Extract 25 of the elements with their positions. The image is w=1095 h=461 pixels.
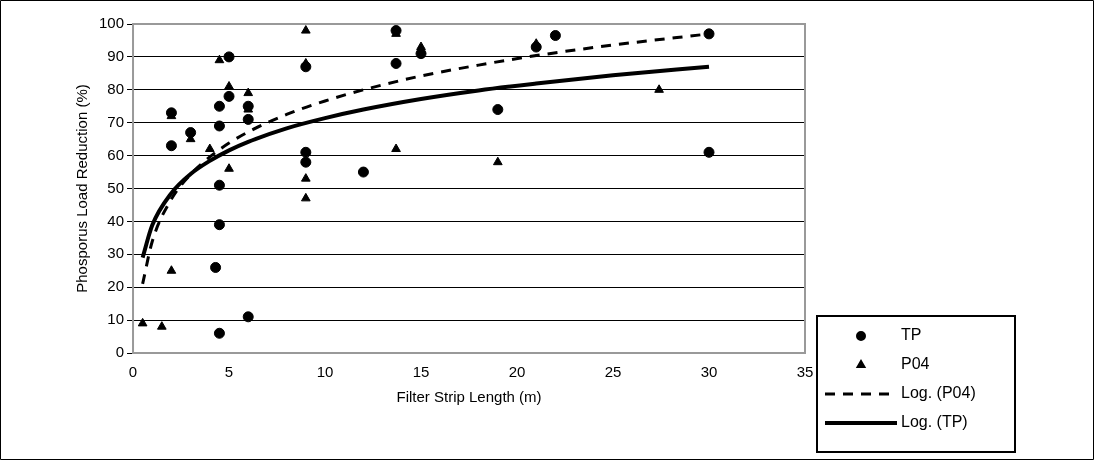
y-tick-label: 50	[107, 178, 125, 196]
y-tick-label: 10	[107, 310, 125, 328]
y-tick-label: 30	[107, 244, 125, 262]
y-tick-label: 80	[107, 79, 125, 97]
legend-label: Log. (TP)	[901, 413, 968, 431]
y-tick-label: 100	[99, 14, 125, 32]
y-axis-title: Phosporus Load Reduction (%)	[73, 84, 91, 293]
x-tick-label: 10	[316, 363, 334, 381]
x-tick-label: 15	[412, 363, 430, 381]
y-tick-label: 60	[107, 145, 125, 163]
x-tick-label: 0	[128, 363, 138, 381]
x-tick-label: 35	[796, 363, 814, 381]
legend-label: P04	[901, 355, 930, 373]
x-axis-title: Filter Strip Length (m)	[396, 388, 542, 406]
legend-label: TP	[901, 326, 922, 344]
x-tick-label: 20	[508, 363, 526, 381]
x-tick-label: 25	[604, 363, 622, 381]
y-tick-label: 40	[107, 211, 125, 229]
y-tick-label: 20	[107, 277, 125, 295]
legend-label: Log. (P04)	[901, 384, 976, 402]
x-tick-label: 30	[700, 363, 718, 381]
y-tick-label: 90	[107, 47, 125, 65]
y-tick-label: 0	[115, 343, 125, 361]
x-tick-label: 5	[224, 363, 234, 381]
y-tick-label: 70	[107, 112, 125, 130]
